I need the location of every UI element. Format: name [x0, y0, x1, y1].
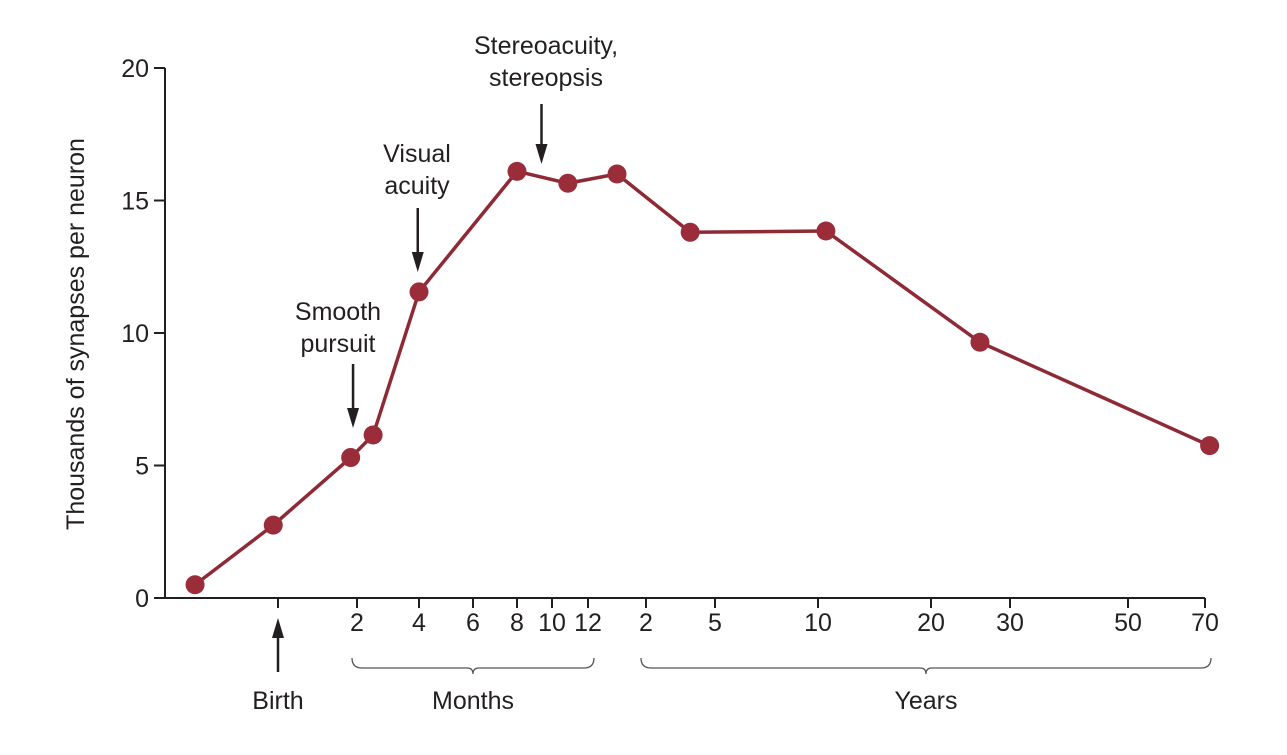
x-tick-label: 20 — [917, 609, 945, 637]
data-point — [263, 515, 283, 535]
y-ticks: 0 5 10 15 20 — [121, 55, 165, 613]
data-point — [970, 332, 990, 352]
x-tick-label: 10 — [804, 609, 832, 637]
arrow-head — [272, 618, 284, 638]
series — [185, 161, 1220, 595]
group-label: Months — [432, 687, 514, 715]
data-point — [607, 164, 627, 184]
x-tick-label: 2 — [639, 609, 653, 637]
x-tick-label: 30 — [996, 609, 1024, 637]
y-tick-label: 20 — [121, 55, 149, 83]
annotation-label: stereopsis — [489, 64, 603, 92]
arrow-head — [535, 144, 548, 164]
x-tick-label: 12 — [574, 609, 602, 637]
arrow-head — [411, 252, 424, 272]
x-tick-label: 50 — [1114, 609, 1142, 637]
annotation-label: Stereoacuity, — [474, 32, 618, 60]
annotation-label: Smooth — [295, 298, 381, 326]
data-point — [507, 161, 527, 181]
data-point — [1200, 436, 1220, 456]
data-point — [816, 221, 836, 241]
x-tick-label: 4 — [412, 609, 426, 637]
group-brace — [640, 657, 1212, 675]
data-point — [363, 425, 383, 445]
data-point — [409, 282, 429, 302]
data-point — [341, 448, 361, 468]
y-tick-label: 0 — [135, 585, 149, 613]
y-axis-label: Thousands of synapses per neuron — [62, 138, 90, 530]
x-tick-label: 2 — [350, 609, 364, 637]
annotation-label: acuity — [384, 172, 450, 200]
annotation-label: Visual — [383, 140, 451, 168]
data-point — [185, 575, 205, 595]
arrow-head — [347, 408, 360, 428]
group-label: Years — [894, 687, 957, 715]
x-tick-label: 6 — [466, 609, 480, 637]
x-tick-label: 5 — [708, 609, 722, 637]
annotation-label: pursuit — [300, 330, 375, 358]
y-tick-label: 15 — [121, 188, 149, 216]
y-tick-label: 5 — [135, 453, 149, 481]
age-groups: Months Years — [351, 657, 1212, 715]
x-ticks: 2 4 6 8 10 12 2 5 10 20 30 50 70 — [277, 598, 1219, 637]
data-point — [558, 173, 578, 193]
x-tick-label: 8 — [510, 609, 524, 637]
y-tick-label: 10 — [121, 320, 149, 348]
group-brace — [351, 657, 595, 675]
x-tick-label: 10 — [538, 609, 566, 637]
x-tick-label: 70 — [1191, 609, 1219, 637]
annotations: Birth Smooth pursuit Visual acuity Stereoacui… — [252, 32, 618, 715]
series-line — [193, 169, 1211, 587]
data-point — [680, 222, 700, 242]
annotation-label: Birth — [252, 687, 303, 715]
